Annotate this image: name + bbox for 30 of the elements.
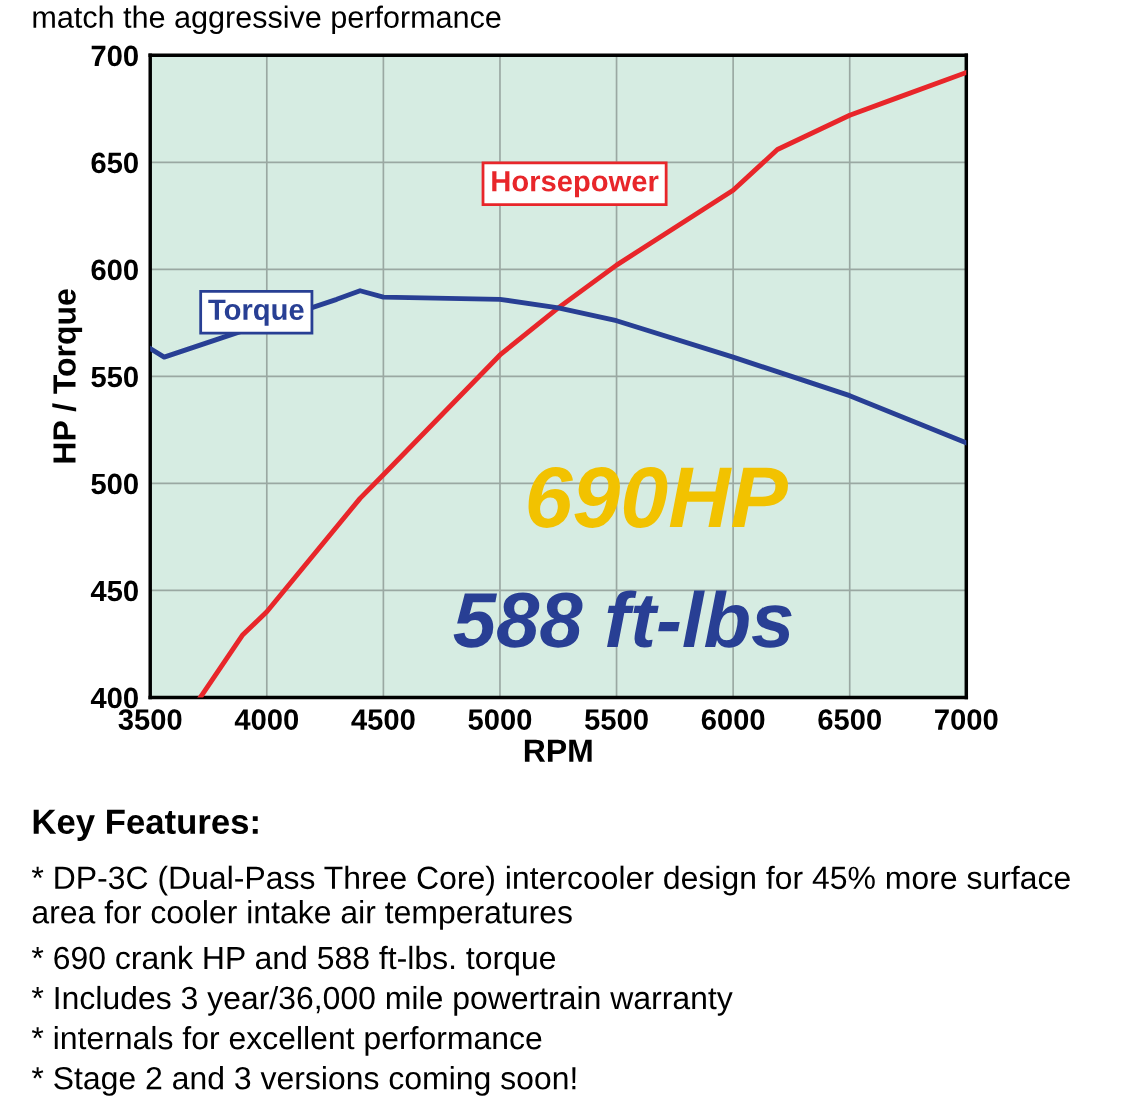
y-tick-label: 550: [91, 366, 138, 388]
y-tick-label: 700: [91, 45, 138, 67]
text: Key Features:: [33, 809, 258, 841]
text: * Stage 2 and 3 versions coming soon!: [31, 1066, 576, 1096]
text: * internals for excellent performance: [31, 1025, 542, 1056]
y-tick-label: 650: [91, 152, 138, 174]
series-label: Horsepower: [492, 171, 659, 198]
y-tick-label: 600: [91, 259, 138, 281]
y-tick-label: 500: [91, 473, 138, 495]
x-tick-label: 4000: [234, 709, 299, 730]
text: * DP-3C (Dual-Pass Three Core) intercooler design for 45% more surface area for cooler intake air temperatures: [31, 865, 1070, 930]
annotation: 588 ft-lbs: [453, 590, 792, 648]
y-tick-label: 400: [90, 687, 138, 709]
x-tick-label: 6500: [818, 709, 881, 730]
x-tick-label: 3500: [118, 709, 182, 730]
annotation: 690HP: [528, 466, 788, 528]
text: match the aggressive performance: [33, 5, 501, 35]
x-tick-label: 5000: [468, 709, 532, 730]
x-axis-title: RPM: [524, 739, 592, 762]
y-tick-label: 450: [90, 580, 138, 602]
series-label: Torque: [208, 299, 304, 326]
x-tick-label: 7000: [935, 709, 998, 730]
x-tick-label: 5500: [585, 709, 648, 730]
x-tick-label: 6000: [701, 709, 765, 730]
text: * Includes 3 year/36,000 mile powertrain warranty: [31, 985, 733, 1016]
x-tick-label: 4500: [351, 709, 415, 730]
line-series: [197, 70, 967, 698]
line-series: [150, 288, 967, 446]
y-axis-title: HP / Torque: [52, 289, 83, 463]
text: * 690 crank HP and 588 ft-lbs. torque: [31, 945, 556, 976]
